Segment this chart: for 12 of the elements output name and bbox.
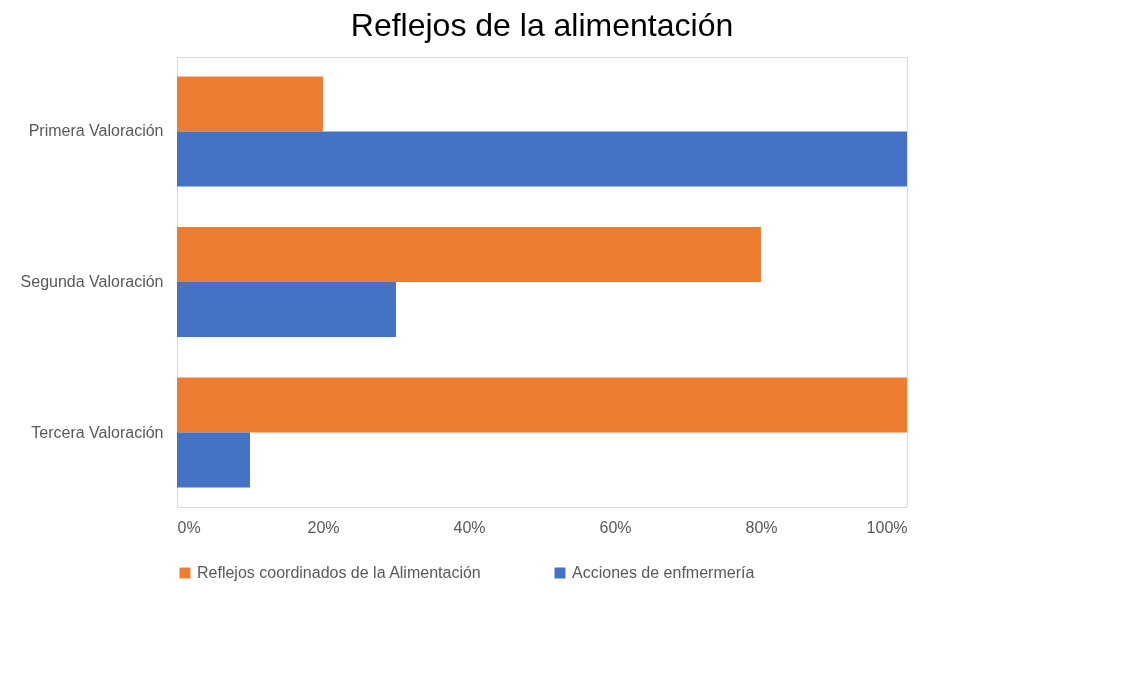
x-tick-label: 40% xyxy=(453,518,486,536)
y-tick-label: Segunda Valoración xyxy=(20,273,164,290)
x-tick-label: 80% xyxy=(745,518,778,536)
x-tick-label: 60% xyxy=(599,518,632,536)
legend-label: Acciones de enfmermería xyxy=(572,564,755,581)
x-tick-label: 100% xyxy=(866,518,908,536)
x-tick-label: 20% xyxy=(307,518,340,536)
legend-label: Reflejos coordinados de la Alimentación xyxy=(197,564,481,581)
chart-title: Reflejos de la alimentación xyxy=(350,7,734,43)
y-tick-label: Primera Valoración xyxy=(28,122,164,140)
x-tick-label: 0% xyxy=(177,518,201,536)
y-tick-label: Tercera Valoración xyxy=(31,423,164,441)
